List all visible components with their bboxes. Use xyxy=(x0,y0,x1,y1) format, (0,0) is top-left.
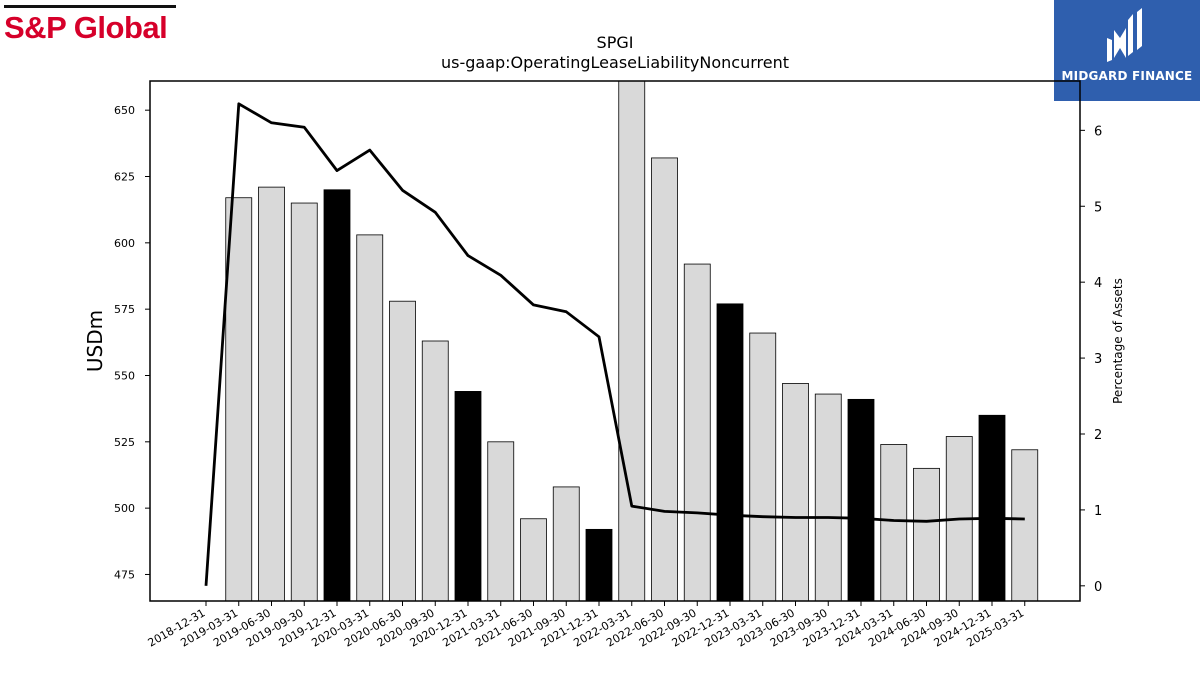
y2-tick-label: 5 xyxy=(1094,200,1102,215)
y-axis: 475 500 525 550 575 600 625 650 xyxy=(114,104,150,581)
sp-global-logo-text: S&P Global xyxy=(4,10,168,45)
bar xyxy=(487,441,515,602)
bar xyxy=(290,202,318,602)
bar xyxy=(356,234,384,602)
bar xyxy=(421,340,449,602)
logo-rule xyxy=(4,5,176,8)
bar xyxy=(389,300,416,602)
y-tick-label: 625 xyxy=(114,171,135,184)
plot-frame xyxy=(149,80,1081,602)
sp-global-logo: S&P Global xyxy=(4,5,176,48)
bar xyxy=(978,414,1006,602)
bar xyxy=(618,80,646,602)
chart-title: SPGI xyxy=(597,33,634,52)
midgard-finance-logo: MIDGARD FINANCE xyxy=(1054,0,1200,101)
y2-tick-label: 1 xyxy=(1094,504,1102,519)
y2-tick-label: 6 xyxy=(1094,124,1102,139)
bar xyxy=(716,303,744,602)
bar xyxy=(585,528,613,602)
bar xyxy=(814,393,842,602)
y2-axis: 0 1 2 3 4 5 6 xyxy=(1080,124,1102,595)
bar xyxy=(651,157,678,602)
chart-subtitle: us-gaap:OperatingLeaseLiabilityNoncurren… xyxy=(441,53,789,72)
y-tick-label: 475 xyxy=(114,568,135,581)
bar xyxy=(520,518,547,602)
y-tick-label: 500 xyxy=(114,502,135,515)
y-axis-label: USDm xyxy=(83,310,107,372)
bar xyxy=(323,189,351,602)
y2-tick-label: 3 xyxy=(1094,352,1102,367)
bar xyxy=(782,383,809,602)
y-tick-label: 525 xyxy=(114,436,135,449)
y-tick-label: 575 xyxy=(114,303,135,316)
bar xyxy=(749,332,777,602)
line-layer xyxy=(204,102,1025,586)
bars-layer xyxy=(225,80,1039,602)
bar xyxy=(847,398,875,602)
x-axis: 2018-12-312019-03-312019-06-302019-09-30… xyxy=(146,601,1026,650)
bar xyxy=(913,467,940,602)
bar xyxy=(880,444,908,602)
bar xyxy=(552,486,580,602)
y2-axis-label: Percentage of Assets xyxy=(1111,278,1125,404)
y2-tick-label: 2 xyxy=(1094,428,1102,443)
y2-tick-label: 4 xyxy=(1094,276,1102,291)
percentage-line xyxy=(204,102,1025,586)
bar xyxy=(454,391,482,602)
y-tick-label: 600 xyxy=(114,237,135,250)
bar xyxy=(1011,449,1039,602)
bar xyxy=(683,263,711,602)
midgard-emblem-icon xyxy=(1107,8,1142,62)
bar xyxy=(225,197,253,602)
y-tick-label: 650 xyxy=(114,104,135,117)
y2-tick-label: 0 xyxy=(1094,580,1102,595)
midgard-finance-logo-text: MIDGARD FINANCE xyxy=(1061,69,1193,83)
y-tick-label: 550 xyxy=(114,369,135,382)
bar xyxy=(258,186,285,602)
